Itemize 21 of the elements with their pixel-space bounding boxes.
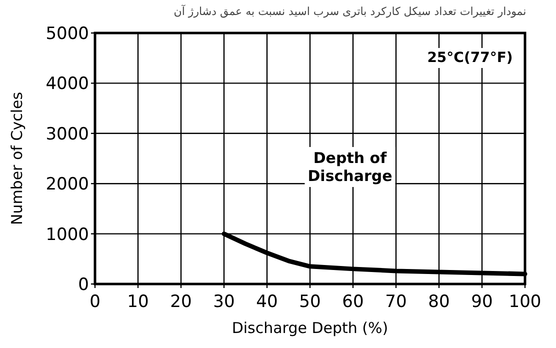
y-tick-label: 2000 <box>46 174 89 195</box>
x-tick-label: 50 <box>299 292 321 312</box>
x-tick-label: 10 <box>127 292 149 312</box>
x-tick-label: 40 <box>256 292 278 312</box>
chart-title: نمودار تغییرات تعداد سیکل کارکرد باتری سرب اسید نسبت به عمق دشارژ آن <box>174 4 526 18</box>
x-tick-label: 70 <box>385 292 407 312</box>
annotation: Depth of Discharge <box>308 149 392 185</box>
x-tick-label: 20 <box>170 292 192 312</box>
y-tick-label: 4000 <box>46 74 89 94</box>
x-tick-label: 100 <box>508 292 542 312</box>
y-tick-label: 1000 <box>46 224 89 245</box>
x-tick-label: 30 <box>213 292 235 312</box>
x-axis-title: Discharge Depth (%) <box>232 319 388 337</box>
x-tick-label: 60 <box>342 292 364 312</box>
annotation: 25°C(77°F) <box>427 50 513 66</box>
y-tick-label: 0 <box>78 275 89 295</box>
x-tick-label: 80 <box>428 292 450 312</box>
y-tick-label: 3000 <box>46 124 89 144</box>
y-axis-title: Number of Cycles <box>8 92 26 226</box>
x-tick-label: 90 <box>471 292 493 312</box>
y-tick-label: 5000 <box>46 24 89 44</box>
